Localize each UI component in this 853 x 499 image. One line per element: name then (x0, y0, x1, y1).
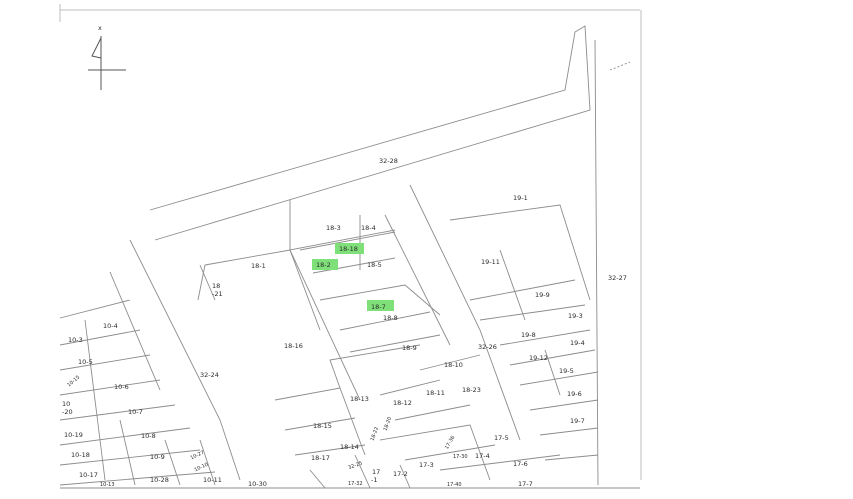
parcel-label: 19-3 (568, 312, 583, 320)
parcel-label: 10-7 (128, 408, 143, 416)
parcel-label: 17-7 (518, 480, 533, 488)
parcel-label: 18-17 (311, 454, 330, 462)
parcel-label: 19-6 (567, 390, 582, 398)
parcel-label: 10-30 (248, 480, 267, 488)
parcel-label: 18 (212, 282, 220, 290)
parcel-label: 18-1 (251, 262, 266, 270)
parcel-label: 10-11 (203, 476, 222, 484)
north-arrow-icon: x (88, 24, 126, 90)
highlight-18-2 (312, 259, 338, 270)
parcel-label: 18-9 (402, 344, 417, 352)
parcel-label: 18-12 (393, 399, 412, 407)
parcel-label: 17-2 (393, 470, 408, 478)
parcel-label: 17-32 (348, 481, 363, 487)
parcel-label: 19-1 (513, 194, 528, 202)
parcel-label: 18-22 (370, 426, 381, 442)
parcel-label: 18-15 (313, 422, 332, 430)
parcel-label: 10-6 (114, 383, 129, 391)
parcel-labels: 32-28 19-1 32-27 18-3 18-4 18-18 18-2 18… (62, 157, 627, 488)
parcel-label: 18-11 (426, 389, 445, 397)
parcel-label: 32-28 (379, 157, 398, 165)
parcel-label: 10-5 (78, 358, 93, 366)
parcel-label: 18-2 (316, 261, 331, 269)
parcel-label: 10-8 (141, 432, 156, 440)
parcel-label: 18-7 (371, 303, 386, 311)
parcel-boundaries (59, 25, 640, 489)
parcel-label: 19-9 (535, 291, 550, 299)
parcel-label: 18-13 (350, 395, 369, 403)
parcel-label: 18-23 (462, 386, 481, 394)
parcel-label: 10-9 (150, 453, 165, 461)
parcel-label: 19-12 (529, 354, 548, 362)
highlight-18-7 (367, 300, 394, 311)
parcel-label: 17-36 (444, 435, 456, 451)
parcel-label: 18-14 (340, 443, 359, 451)
parcel-label: 19-4 (570, 339, 585, 347)
parcel-label: 17-4 (475, 452, 490, 460)
parcel-label: 10 (62, 400, 70, 408)
parcel-label: 18-20 (383, 416, 394, 432)
parcel-label: 19-8 (521, 331, 536, 339)
parcel-label: 17 (372, 468, 380, 476)
parcel-label: 10-10 (194, 462, 210, 474)
parcel-label: -20 (62, 408, 73, 416)
parcel-label: 32-25 (348, 461, 364, 472)
parcel-label: 17-3 (419, 461, 434, 469)
parcel-label: -21 (212, 290, 223, 298)
parcel-label: 18-16 (284, 342, 303, 350)
parcel-label: 10-27 (190, 450, 206, 462)
parcel-label: 10-19 (64, 431, 83, 439)
parcel-label: 18-10 (444, 361, 463, 369)
compass-label: x (98, 24, 102, 32)
parcel-label: 19-7 (570, 417, 585, 425)
parcel-label: 17-40 (447, 482, 462, 488)
parcel-label: 32-24 (200, 371, 219, 379)
parcel-label: 18-5 (367, 261, 382, 269)
parcel-label: 10-13 (100, 482, 115, 488)
parcel-label: 17-6 (513, 460, 528, 468)
parcel-label: 18-3 (326, 224, 341, 232)
parcel-label: 10-18 (71, 451, 90, 459)
parcel-label: 10-4 (103, 322, 118, 330)
parcel-label: 19-11 (481, 258, 500, 266)
parcel-label: 32-26 (478, 343, 497, 351)
parcel-label: 10-17 (79, 471, 98, 479)
parcel-label: 32-27 (608, 274, 627, 282)
parcel-label: 19-5 (559, 367, 574, 375)
parcel-label: 18-18 (339, 245, 358, 253)
parcel-label: 18-4 (361, 224, 376, 232)
parcel-label: 10-28 (150, 476, 169, 484)
parcel-label: 10-3 (68, 336, 83, 344)
parcel-label: 10-15 (66, 374, 81, 388)
highlight-18-18 (335, 243, 364, 254)
parcel-label: -1 (371, 476, 377, 484)
parcel-label: 17-30 (453, 454, 468, 460)
parcel-label: 18-8 (383, 314, 398, 322)
parcel-label: 17-5 (494, 434, 509, 442)
